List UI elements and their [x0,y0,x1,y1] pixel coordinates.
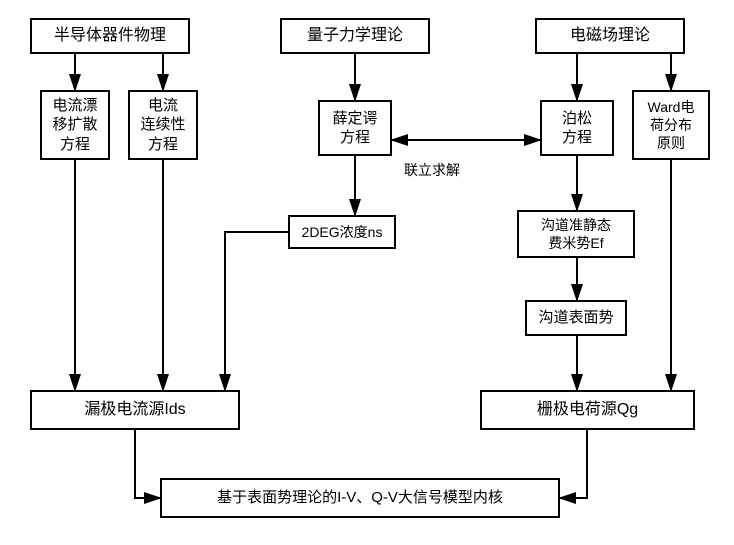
node-n_qm: 量子力学理论 [280,18,430,54]
node-n_fermi: 沟道准静态 费米势Ef [517,210,635,258]
edge-label: 联立求解 [402,160,462,180]
node-n_surf: 沟道表面势 [525,300,627,336]
node-n_schrod: 薛定谔 方程 [318,100,392,156]
node-n_cont: 电流 连续性 方程 [128,90,198,160]
node-n_poiss: 泊松 方程 [540,100,614,156]
node-n_ids: 漏极电流源Ids [30,390,240,430]
node-n_semi: 半导体器件物理 [30,18,190,54]
node-n_drift: 电流漂 移扩散 方程 [40,90,110,160]
node-n_em: 电磁场理论 [535,18,685,54]
node-n_final: 基于表面势理论的I-V、Q-V大信号模型内核 [160,478,560,518]
node-n_2deg: 2DEG浓度ns [288,215,396,249]
node-n_ward: Ward电 荷分布 原则 [632,90,710,160]
node-n_qg: 栅极电荷源Qg [480,390,695,430]
flowchart-edges [0,0,734,545]
